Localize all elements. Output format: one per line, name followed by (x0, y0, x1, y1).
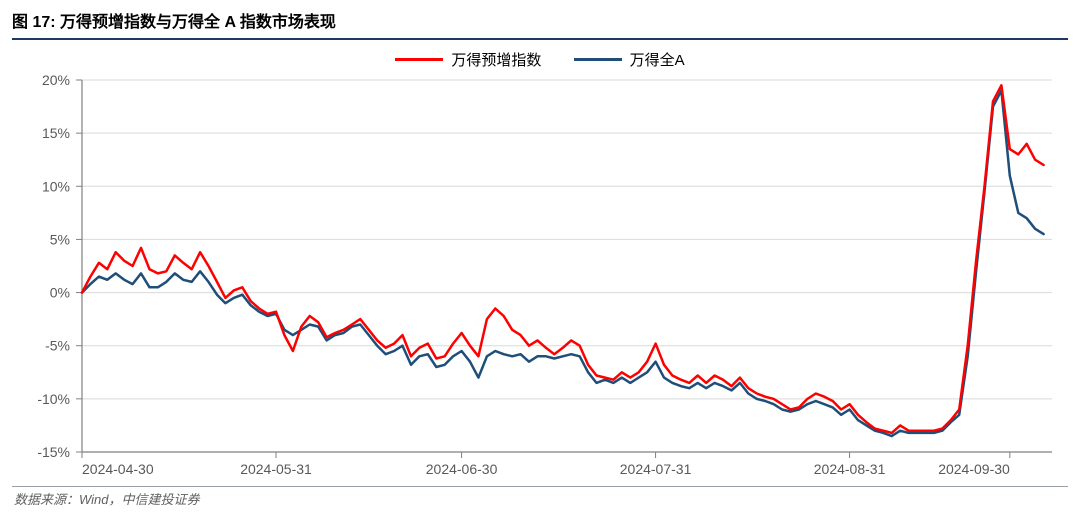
svg-text:-5%: -5% (45, 338, 70, 354)
svg-text:2024-09-30: 2024-09-30 (938, 461, 1010, 477)
legend: 万得预增指数 万得全A (12, 44, 1068, 72)
chart-title: 图 17: 万得预增指数与万得全 A 指数市场表现 (12, 8, 1068, 36)
svg-text:2024-04-30: 2024-04-30 (82, 461, 154, 477)
title-underline (12, 38, 1068, 40)
svg-text:2024-07-31: 2024-07-31 (620, 461, 692, 477)
legend-item-1: 万得预增指数 (395, 49, 541, 70)
svg-text:2024-06-30: 2024-06-30 (426, 461, 498, 477)
svg-text:-15%: -15% (37, 444, 70, 460)
legend-swatch-1 (395, 58, 443, 61)
svg-text:0%: 0% (50, 285, 70, 301)
legend-item-2: 万得全A (574, 49, 685, 70)
svg-text:5%: 5% (50, 231, 70, 247)
line-chart: -15% -10% -5% 0% 5% 10% 15% 20% 2024-04-30 2024-0… (12, 72, 1068, 480)
svg-text:2024-08-31: 2024-08-31 (814, 461, 886, 477)
source-text: 数据来源：Wind，中信建投证券 (12, 489, 1068, 508)
svg-text:-10%: -10% (37, 391, 70, 407)
source-underline (12, 486, 1068, 487)
svg-text:2024-05-31: 2024-05-31 (240, 461, 312, 477)
legend-label-2: 万得全A (630, 49, 685, 70)
legend-swatch-2 (574, 58, 622, 61)
svg-text:15%: 15% (42, 125, 70, 141)
svg-text:10%: 10% (42, 178, 70, 194)
legend-label-1: 万得预增指数 (451, 49, 541, 70)
chart-container: 万得预增指数 万得全A -15% -10% -5% 0% 5% 10% 15% 20% 2024… (12, 44, 1068, 484)
svg-text:20%: 20% (42, 72, 70, 88)
